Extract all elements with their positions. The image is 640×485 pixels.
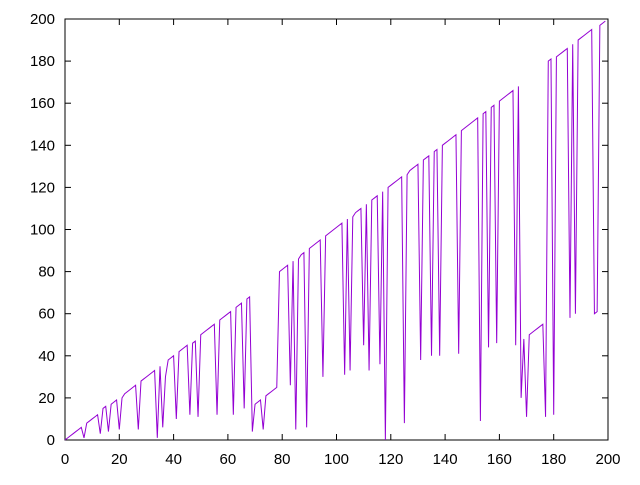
y-tick-label: 140 [30, 137, 55, 154]
y-tick-label: 160 [30, 95, 55, 112]
x-tick-label: 100 [324, 451, 349, 468]
x-tick-label: 0 [61, 451, 69, 468]
data-line [64, 20, 606, 441]
y-tick-label: 20 [38, 390, 55, 407]
y-tick-label: 60 [38, 306, 55, 323]
x-tick-label: 200 [595, 451, 620, 468]
y-tick-label: 120 [30, 179, 55, 196]
x-tick-label: 160 [487, 451, 512, 468]
y-tick-label: 40 [38, 348, 55, 365]
y-tick-label: 100 [30, 222, 55, 239]
x-tick-label: 140 [433, 451, 458, 468]
x-tick-label: 180 [541, 451, 566, 468]
x-tick-label: 60 [220, 451, 237, 468]
y-tick-label: 180 [30, 53, 55, 70]
x-tick-label: 120 [378, 451, 403, 468]
y-tick-label: 80 [38, 264, 55, 281]
x-tick-label: 80 [274, 451, 291, 468]
x-tick-label: 40 [165, 451, 182, 468]
y-tick-label: 200 [30, 11, 55, 28]
x-tick-label: 20 [111, 451, 128, 468]
y-tick-label: 0 [47, 432, 55, 449]
